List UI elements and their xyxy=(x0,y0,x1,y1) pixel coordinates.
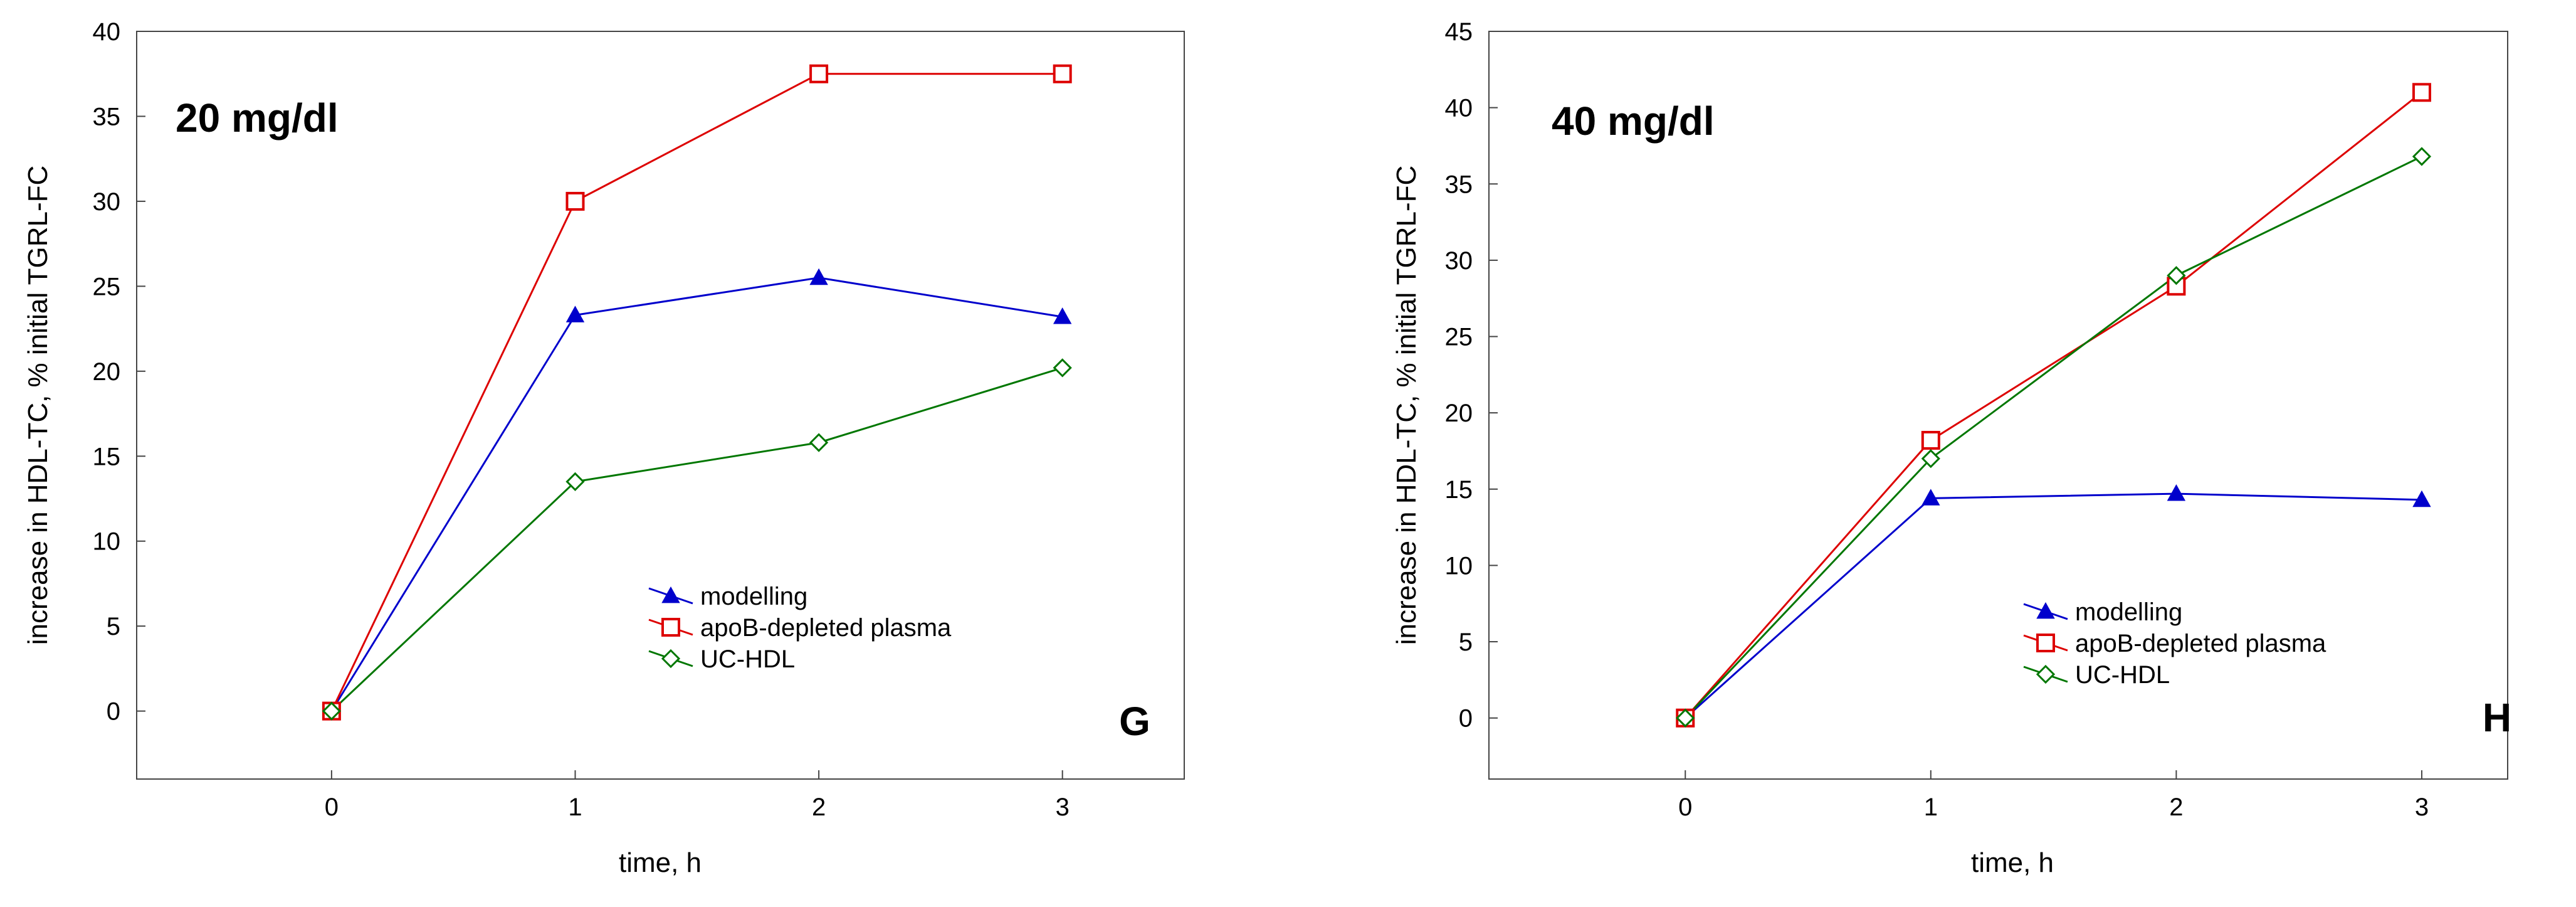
data-point-square xyxy=(809,64,829,83)
data-point-diamond xyxy=(2167,266,2186,285)
legend-marker-square xyxy=(2036,634,2055,652)
y-tick-label: 35 xyxy=(1445,171,1473,198)
y-axis-ticks: 0 5 10 15 20 25 30 35 40 xyxy=(93,18,145,726)
series-line-square xyxy=(1685,92,2422,719)
legend-label: modelling xyxy=(700,583,807,610)
data-point-diamond xyxy=(322,701,342,721)
series-line-diamond xyxy=(330,366,1063,712)
data-point-diamond xyxy=(1921,449,1940,469)
y-tick-label: 20 xyxy=(93,358,121,386)
y-tick-label: 40 xyxy=(93,18,121,46)
x-tick-label: 1 xyxy=(1924,793,1938,821)
data-point-diamond xyxy=(565,472,585,492)
legend-label: apoB-depleted plasma xyxy=(2075,630,2326,657)
y-axis-label: increase in HDL-TC, % initial TGRL-FC xyxy=(1391,166,1422,645)
legend-label: UC-HDL xyxy=(700,645,795,673)
x-axis-label: time, h xyxy=(619,847,702,878)
legend-label: apoB-depleted plasma xyxy=(700,614,952,642)
legend: modelling apoB-depleted plasma UC-HDL xyxy=(648,583,952,673)
data-point-square xyxy=(1921,430,1940,450)
data-point-triangle xyxy=(809,268,828,285)
series-line-diamond xyxy=(1685,156,2422,719)
x-tick-label: 1 xyxy=(568,793,582,821)
data-point-diamond xyxy=(809,433,829,452)
series-layer xyxy=(322,64,1072,721)
x-tick-label: 2 xyxy=(812,793,826,821)
legend-marker-triangle xyxy=(661,586,680,603)
legend: modelling apoB-depleted plasma UC-HDL xyxy=(2023,598,2326,689)
y-tick-label: 5 xyxy=(107,613,120,640)
panel-letter: H xyxy=(2483,695,2511,740)
y-tick-label: 0 xyxy=(1459,705,1473,733)
legend-marker-diamond xyxy=(2036,664,2056,684)
data-point-square xyxy=(1053,64,1072,83)
legend-marker-square xyxy=(661,618,680,637)
legend-marker-diamond xyxy=(661,649,681,669)
panel-title: 20 mg/dl xyxy=(176,95,339,141)
x-axis-label: time, h xyxy=(1971,847,2054,878)
data-point-square xyxy=(2412,83,2431,102)
x-axis-ticks: 0 1 2 3 xyxy=(1678,770,2429,821)
data-point-triangle xyxy=(1921,489,1940,506)
x-axis-ticks: 0 1 2 3 xyxy=(325,770,1070,821)
data-point-diamond xyxy=(1676,708,1695,728)
y-tick-label: 15 xyxy=(93,443,121,470)
data-point-square xyxy=(2167,277,2186,296)
panel-letter: G xyxy=(1119,699,1150,744)
y-tick-label: 35 xyxy=(93,103,121,130)
y-tick-label: 20 xyxy=(1445,400,1473,427)
y-tick-label: 30 xyxy=(93,188,121,216)
y-tick-label: 25 xyxy=(93,273,121,300)
series-line-square xyxy=(330,73,1063,712)
x-tick-label: 2 xyxy=(2169,793,2183,821)
y-tick-label: 30 xyxy=(1445,247,1473,275)
data-point-square xyxy=(565,191,585,211)
x-tick-label: 3 xyxy=(1056,793,1070,821)
x-tick-label: 3 xyxy=(2415,793,2429,821)
y-axis-label: increase in HDL-TC, % initial TGRL-FC xyxy=(23,166,53,645)
panel-title: 40 mg/dl xyxy=(1552,98,1715,144)
data-point-triangle xyxy=(565,305,585,322)
panel-g: 0 5 10 15 20 25 30 35 40 0 1 2 3 20 mg/dl G time, h… xyxy=(23,18,1185,878)
legend-label: modelling xyxy=(2075,598,2182,626)
series-line-triangle xyxy=(330,277,1063,712)
panel-h: 0 5 10 15 20 25 30 35 40 45 0 1 2 3 40 mg/dl H time,… xyxy=(1391,18,2511,878)
y-tick-label: 5 xyxy=(1459,629,1473,656)
data-point-diamond xyxy=(1053,358,1072,378)
x-tick-label: 0 xyxy=(1678,793,1692,821)
plot-frame xyxy=(136,31,1185,780)
y-tick-label: 25 xyxy=(1445,324,1473,351)
y-tick-label: 45 xyxy=(1445,18,1473,46)
y-tick-label: 10 xyxy=(93,528,121,556)
plot-frame xyxy=(1488,31,2508,780)
y-tick-label: 10 xyxy=(1445,552,1473,580)
data-point-triangle xyxy=(1053,307,1072,324)
legend-label: UC-HDL xyxy=(2075,661,2170,689)
legend-marker-triangle xyxy=(2036,602,2055,619)
x-tick-label: 0 xyxy=(325,793,339,821)
data-point-triangle xyxy=(2167,484,2186,501)
series-line-triangle xyxy=(1685,492,2422,719)
y-axis-ticks: 0 5 10 15 20 25 30 35 40 45 xyxy=(1445,18,1498,733)
data-point-triangle xyxy=(2412,490,2431,507)
data-point-diamond xyxy=(2412,147,2432,166)
y-tick-label: 40 xyxy=(1445,95,1473,122)
series-layer xyxy=(1676,83,2432,728)
y-tick-label: 15 xyxy=(1445,476,1473,504)
y-tick-label: 0 xyxy=(107,698,120,726)
